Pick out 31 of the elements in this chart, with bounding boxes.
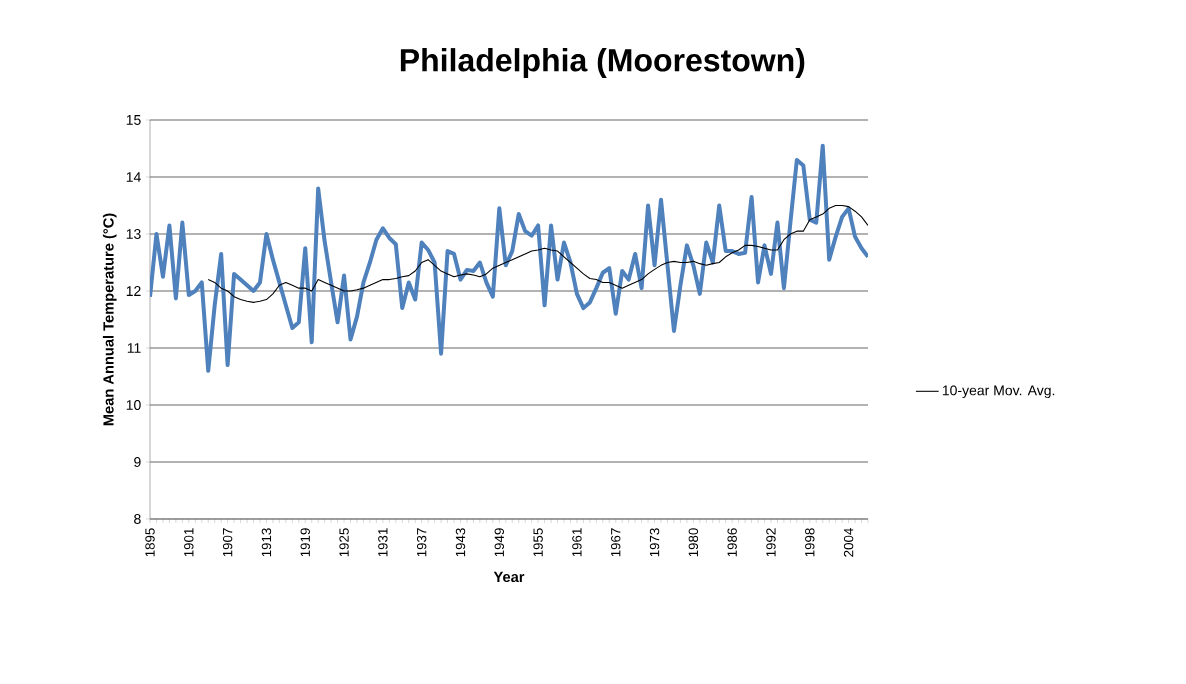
x-tick-label: 1967 <box>611 528 621 557</box>
x-tick-label: 1937 <box>416 528 427 557</box>
x-tick-label: 1992 <box>766 528 776 557</box>
x-tick-label: 1943 <box>455 528 466 557</box>
y-tick-label: 11 <box>127 343 141 353</box>
y-tick-label: 14 <box>126 172 141 182</box>
x-tick-label: 1901 <box>184 528 194 557</box>
y-tick-label: 13 <box>126 229 141 239</box>
x-tick-label: 1925 <box>339 528 349 557</box>
legend-label: 10-year Mov. Avg. <box>942 385 1055 399</box>
x-tick-label: 1949 <box>494 528 505 557</box>
x-tick-label: 1955 <box>533 528 543 557</box>
y-tick-label: 10 <box>126 400 141 410</box>
y-tick-label: 12 <box>126 286 141 296</box>
x-tick-label: 1907 <box>222 528 233 557</box>
y-axis-title: Mean Annual Temperature (°C) <box>102 213 117 426</box>
y-tick-label: 8 <box>134 514 141 524</box>
x-tick-label: 1961 <box>572 528 582 557</box>
chart-title: Philadelphia (Moorestown) <box>400 48 805 78</box>
y-tick-label: 9 <box>134 457 141 467</box>
x-tick-label: 1913 <box>261 528 272 557</box>
x-tick-label: 1980 <box>688 528 699 557</box>
x-tick-label: 1998 <box>805 528 815 557</box>
x-tick-label: 1986 <box>727 528 737 557</box>
x-tick-label: 1895 <box>145 528 155 557</box>
x-tick-label: 1973 <box>649 528 660 557</box>
y-tick-label: 15 <box>126 115 141 125</box>
x-tick-label: 1931 <box>378 528 388 557</box>
x-axis-title: Year <box>493 571 525 583</box>
x-tick-label: 1919 <box>300 528 310 557</box>
x-tick-label: 2004 <box>843 528 854 557</box>
